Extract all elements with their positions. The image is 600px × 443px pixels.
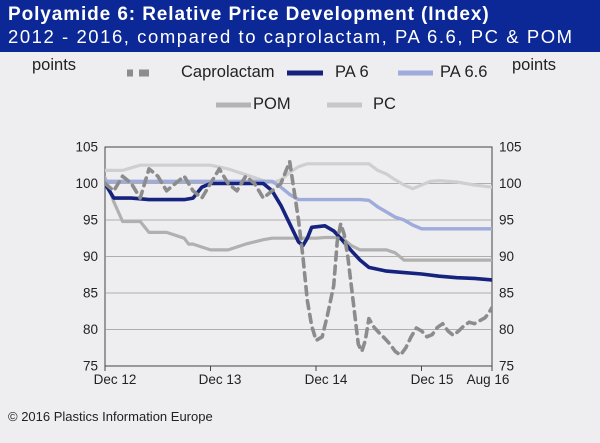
svg-text:Dec 12: Dec 12	[94, 372, 137, 387]
svg-text:100: 100	[75, 176, 98, 191]
svg-text:90: 90	[499, 249, 514, 264]
svg-text:Dec 13: Dec 13	[199, 372, 242, 387]
svg-text:85: 85	[499, 286, 514, 301]
svg-text:105: 105	[499, 140, 522, 155]
svg-text:Aug 16: Aug 16	[467, 372, 510, 387]
svg-text:Dec 14: Dec 14	[305, 372, 348, 387]
svg-text:105: 105	[75, 140, 98, 155]
svg-text:80: 80	[83, 322, 98, 337]
svg-text:95: 95	[83, 213, 98, 228]
svg-text:85: 85	[83, 286, 98, 301]
svg-text:80: 80	[499, 322, 514, 337]
svg-text:90: 90	[83, 249, 98, 264]
svg-text:Dec 15: Dec 15	[411, 372, 454, 387]
svg-text:95: 95	[499, 213, 514, 228]
svg-text:100: 100	[499, 176, 522, 191]
